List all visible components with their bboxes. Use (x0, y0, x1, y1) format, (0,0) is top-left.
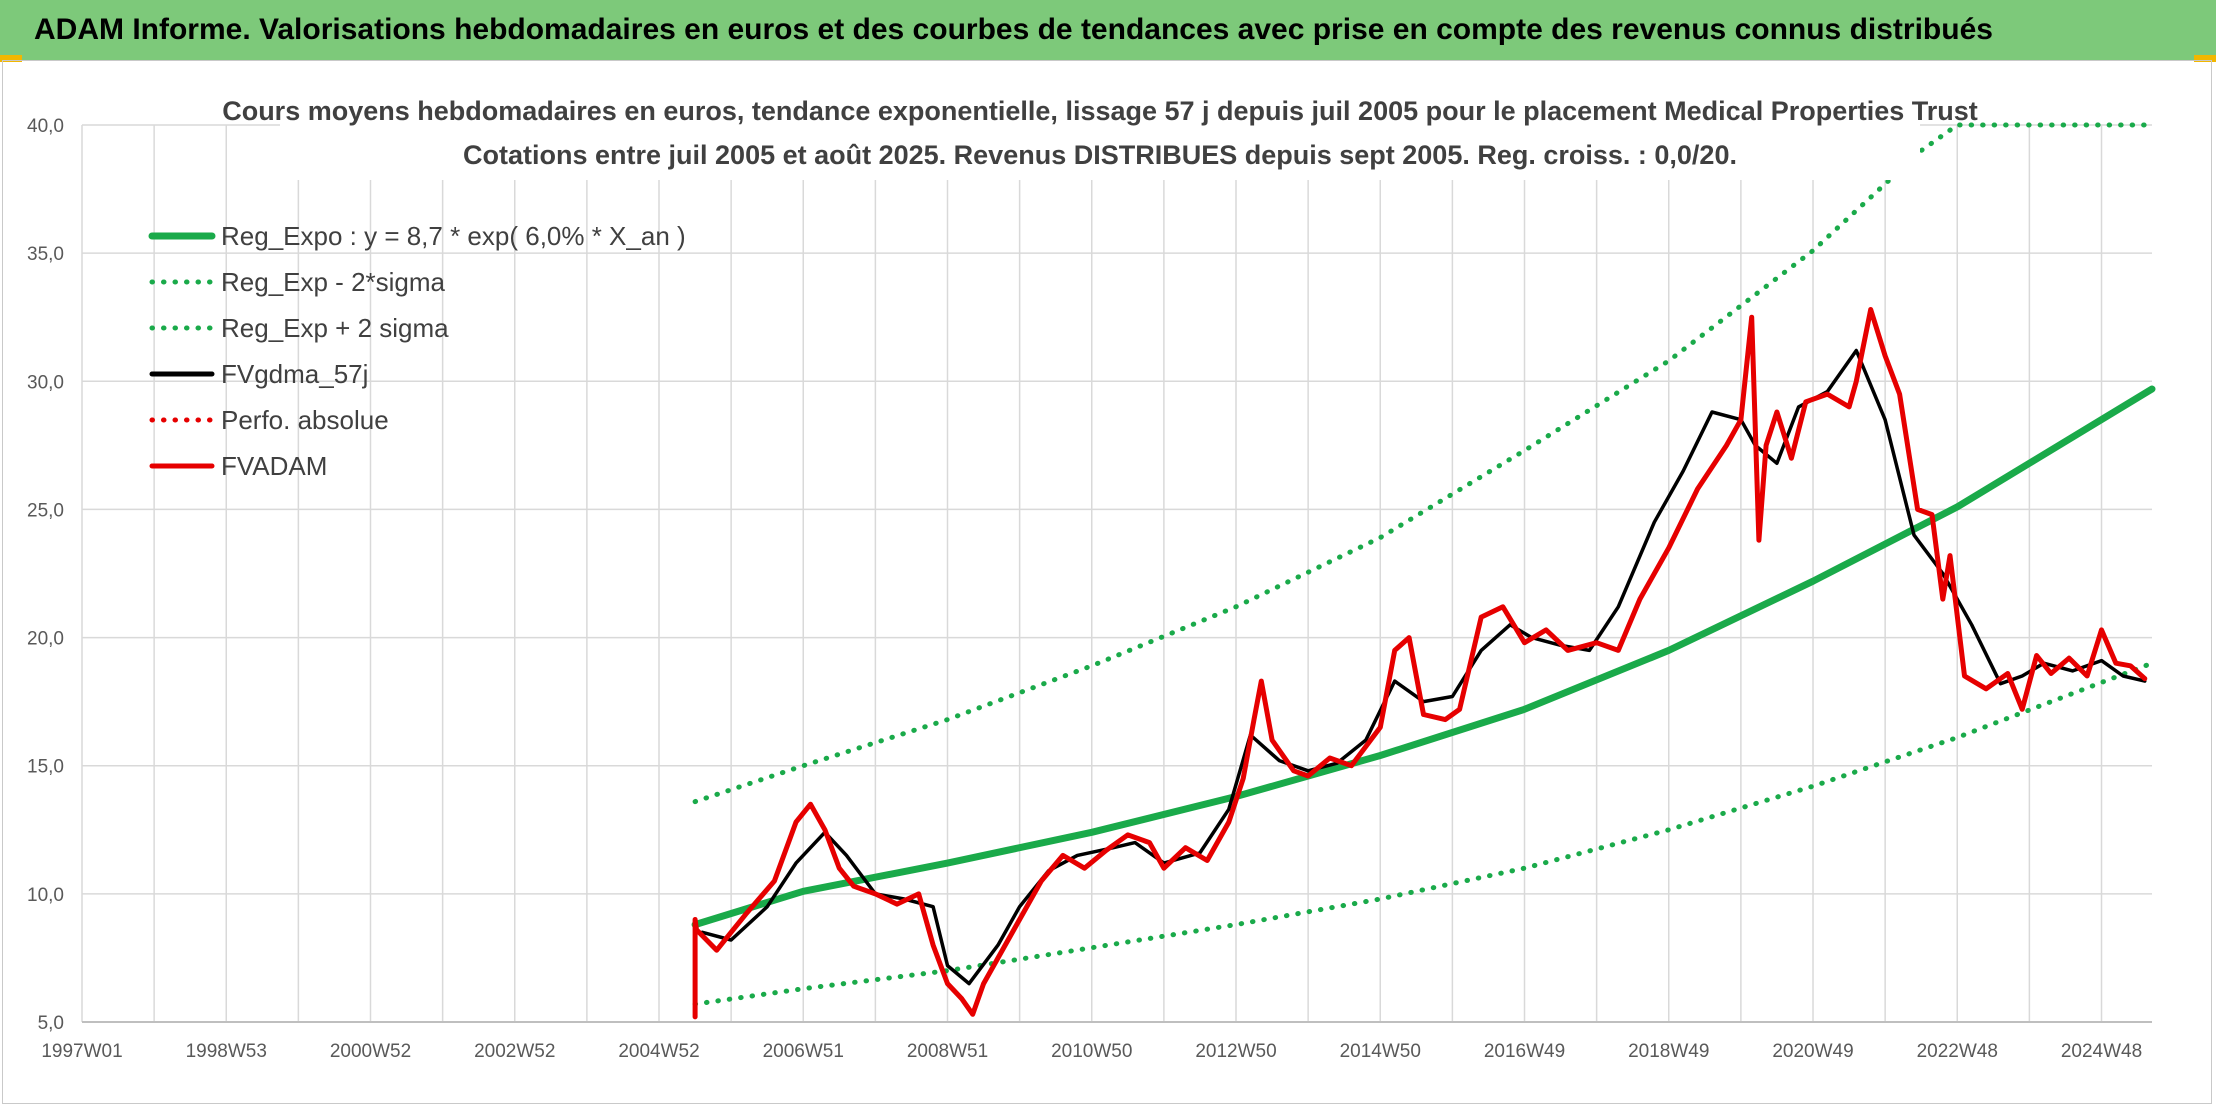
x-tick-label: 2006W51 (763, 1041, 844, 1062)
x-tick-label: 2022W48 (1917, 1041, 1998, 1062)
series-line-1 (692, 660, 2155, 1007)
legend: Reg_Expo : y = 8,7 * exp( 6,0% * X_an ) R… (148, 221, 686, 481)
y-tick-label: 20,0 (27, 629, 64, 650)
x-tick-label: 2020W49 (1772, 1041, 1853, 1062)
y-tick-label: 10,0 (27, 885, 64, 906)
legend-label: Perfo. absolue (221, 405, 389, 435)
y-tick-label: 5,0 (38, 1013, 64, 1034)
y-tick-label: 25,0 (27, 500, 64, 521)
x-tick-label: 2002W52 (474, 1041, 555, 1062)
series-line-0 (691, 385, 2156, 929)
chart-title: Cours moyens hebdomadaires en euros, ten… (222, 96, 1978, 126)
chart-frame (2, 60, 2212, 1104)
report-title: ADAM Informe. Valorisations hebdomadaire… (34, 13, 1993, 46)
corner-accent-left (0, 55, 22, 62)
corner-accent-right (2194, 55, 2216, 62)
series-lines (691, 122, 2156, 1020)
x-tick-label: 2016W49 (1484, 1041, 1565, 1062)
x-tick-label: 1998W53 (186, 1041, 267, 1062)
x-tick-label: 2010W50 (1051, 1041, 1132, 1062)
x-tick-label: 2000W52 (330, 1041, 411, 1062)
report-banner: ADAM Informe. Valorisations hebdomadaire… (0, 0, 2216, 60)
y-tick-label: 40,0 (27, 116, 64, 137)
x-tick-label: 2018W49 (1628, 1041, 1709, 1062)
x-tick-label: 2012W50 (1195, 1041, 1276, 1062)
grid-lines (81, 124, 2152, 1023)
series-line-2 (692, 122, 2155, 805)
title-background (280, 90, 1920, 180)
legend-label: Reg_Exp - 2*sigma (221, 267, 446, 297)
legend-label: FVADAM (221, 451, 327, 481)
series-line-3 (700, 348, 2147, 986)
x-tick-label: 2008W51 (907, 1041, 988, 1062)
legend-label: Reg_Expo : y = 8,7 * exp( 6,0% * X_an ) (221, 221, 686, 251)
axis-labels: 5,0 10,0 15,0 20,0 25,0 30,0 35,0 40,0 1997W01 19… (27, 116, 2142, 1062)
y-tick-label: 30,0 (27, 372, 64, 393)
legend-label: Reg_Exp + 2 sigma (221, 313, 449, 343)
series-line-5 (692, 307, 2148, 1020)
x-tick-label: 2014W50 (1340, 1041, 1421, 1062)
legend-label: FVgdma_57j (221, 359, 368, 389)
x-tick-label: 1997W01 (41, 1041, 122, 1062)
y-tick-label: 35,0 (27, 244, 64, 265)
chart-subtitle: Cotations entre juil 2005 et août 2025. … (463, 140, 1737, 170)
x-tick-label: 2024W48 (2061, 1041, 2142, 1062)
x-tick-label: 2004W52 (618, 1041, 699, 1062)
y-tick-label: 15,0 (27, 757, 64, 778)
